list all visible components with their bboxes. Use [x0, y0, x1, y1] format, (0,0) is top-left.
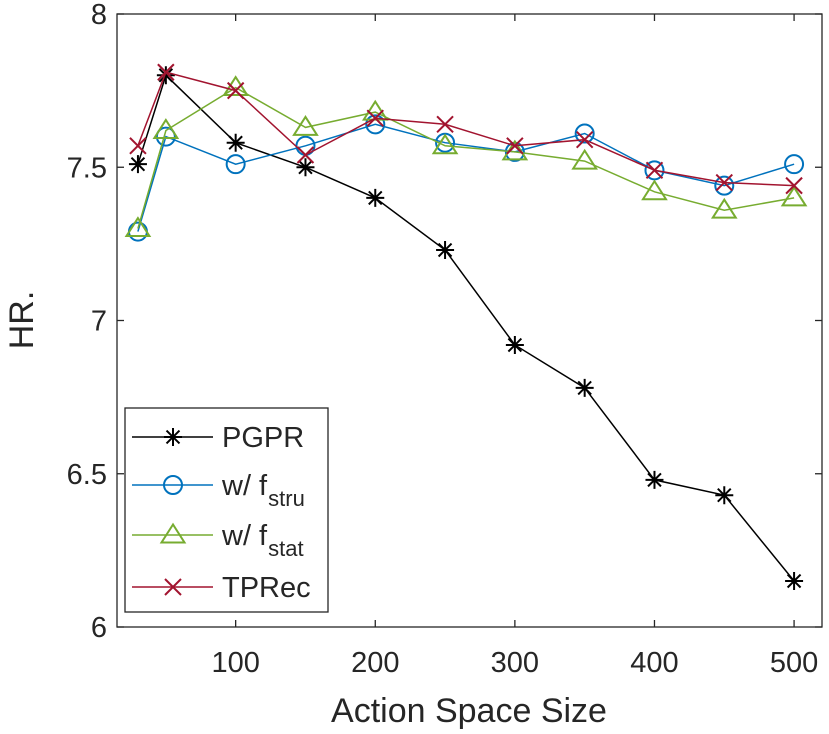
y-tick-label: 6.5 — [67, 459, 107, 491]
y-tick-label: 6 — [91, 612, 107, 644]
legend-label: w/ fstat — [221, 520, 304, 561]
data-point — [505, 336, 524, 355]
data-point — [365, 114, 386, 135]
legend-label-main: w/ f — [221, 520, 268, 552]
series-2 — [124, 75, 808, 238]
data-point — [156, 66, 175, 85]
data-point — [292, 115, 319, 136]
data-point — [575, 378, 594, 397]
data-point — [575, 130, 594, 149]
data-point — [785, 176, 803, 195]
legend-entry: w/ fstat — [132, 520, 304, 561]
data-point — [574, 123, 595, 144]
data-point — [645, 161, 664, 180]
data-point — [226, 81, 245, 100]
tick-layer: 100 200 300 400 500 6 6.5 7 7.5 8 — [67, 0, 822, 679]
data-point — [436, 115, 454, 134]
series-line — [137, 86, 795, 229]
data-point — [226, 133, 245, 152]
series-0 — [128, 66, 804, 591]
legend-label-main: w/ f — [221, 470, 268, 502]
x-tick-label: 500 — [770, 647, 818, 679]
data-point — [710, 197, 738, 219]
legend-label: TPRec — [222, 572, 311, 604]
data-point — [296, 158, 315, 177]
data-point — [784, 154, 805, 175]
data-point — [129, 137, 147, 155]
data-point — [225, 154, 246, 175]
legend-label-main: PGPR — [222, 422, 304, 454]
series-layer — [124, 63, 808, 591]
legend-label-subscript: stru — [268, 486, 305, 511]
data-point — [715, 173, 733, 192]
legend-label-subscript: stat — [268, 536, 303, 561]
data-point — [296, 146, 315, 164]
x-tick-label: 100 — [211, 647, 259, 679]
legend-entry: w/ fstru — [132, 470, 305, 511]
data-point — [571, 148, 598, 170]
data-point — [641, 179, 668, 201]
y-tick-label: 7.5 — [67, 152, 107, 184]
data-point — [645, 470, 664, 489]
data-point — [785, 572, 804, 591]
series-line — [137, 123, 795, 232]
data-point — [124, 216, 152, 238]
legend-label: PGPR — [222, 422, 304, 454]
legend-marker — [164, 428, 182, 446]
data-point — [128, 155, 147, 174]
legend-marker — [164, 578, 182, 596]
legend-entry: PGPR — [132, 422, 304, 454]
data-point — [436, 241, 455, 260]
data-point — [431, 133, 459, 155]
data-point — [715, 486, 734, 505]
data-point — [366, 109, 384, 127]
data-point — [714, 175, 735, 196]
legend-entry: TPRec — [132, 572, 311, 604]
data-point — [780, 185, 808, 207]
x-tick-label: 400 — [630, 647, 678, 679]
data-point — [366, 188, 385, 207]
y-axis-label: HR. — [3, 291, 41, 350]
x-tick-label: 300 — [491, 647, 539, 679]
legend-marker — [159, 522, 187, 544]
x-tick-label: 200 — [351, 647, 399, 679]
series-1 — [127, 114, 805, 242]
y-tick-label: 8 — [91, 0, 107, 31]
data-point — [157, 63, 175, 81]
legend-box — [124, 407, 329, 613]
y-tick-label: 7 — [91, 306, 107, 338]
legend-label: w/ fstru — [221, 470, 305, 511]
data-point — [152, 118, 180, 139]
data-point — [506, 137, 524, 155]
legend-marker — [163, 475, 183, 495]
x-axis-label: Action Space Size — [331, 692, 607, 730]
legend-label-main: TPRec — [222, 572, 311, 604]
series-3 — [129, 63, 803, 195]
data-point — [644, 160, 665, 181]
data-point — [155, 126, 176, 147]
